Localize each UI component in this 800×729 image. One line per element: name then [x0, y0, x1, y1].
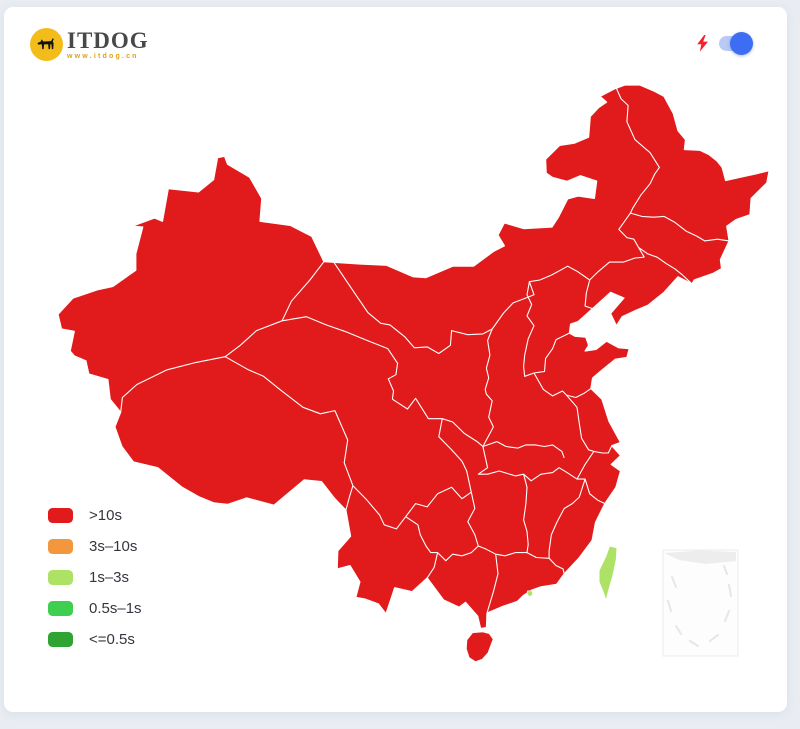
region-taiwan[interactable]: [598, 545, 618, 602]
legend-swatch: [48, 508, 73, 523]
latency-legend: >10s 3s–10s 1s–3s 0.5s–1s <=0.5s: [48, 500, 142, 655]
legend-swatch: [48, 632, 73, 647]
south-china-sea-inset: [662, 549, 739, 657]
legend-item[interactable]: >10s: [48, 500, 142, 531]
map-card: ITDOG www.itdog.cn >10s 3s–10s 1s–3s 0.5s–1…: [4, 7, 787, 712]
legend-label: >10s: [89, 507, 122, 524]
legend-item[interactable]: <=0.5s: [48, 624, 142, 655]
legend-item[interactable]: 0.5s–1s: [48, 593, 142, 624]
brand-url: www.itdog.cn: [67, 52, 139, 60]
toggle-knob: [730, 32, 753, 55]
legend-item[interactable]: 1s–3s: [48, 562, 142, 593]
legend-swatch: [48, 601, 73, 616]
legend-label: 3s–10s: [89, 538, 138, 555]
province-borders: [120, 88, 730, 614]
region-mainland[interactable]: [57, 84, 770, 630]
brand-title: ITDOG: [67, 27, 149, 53]
china-map[interactable]: [4, 7, 787, 712]
region-hainan[interactable]: [465, 631, 494, 663]
legend-swatch: [48, 570, 73, 585]
legend-label: <=0.5s: [89, 631, 135, 648]
legend-item[interactable]: 3s–10s: [48, 531, 142, 562]
region-hongkong[interactable]: [526, 590, 534, 597]
itdog-logo[interactable]: ITDOG www.itdog.cn: [30, 28, 149, 61]
legend-label: 0.5s–1s: [89, 600, 142, 617]
speed-toggle[interactable]: [719, 32, 753, 55]
legend-label: 1s–3s: [89, 569, 130, 586]
dog-icon: [36, 37, 54, 49]
legend-swatch: [48, 539, 73, 554]
lightning-icon: [697, 35, 708, 52]
logo-circle: [30, 28, 63, 61]
